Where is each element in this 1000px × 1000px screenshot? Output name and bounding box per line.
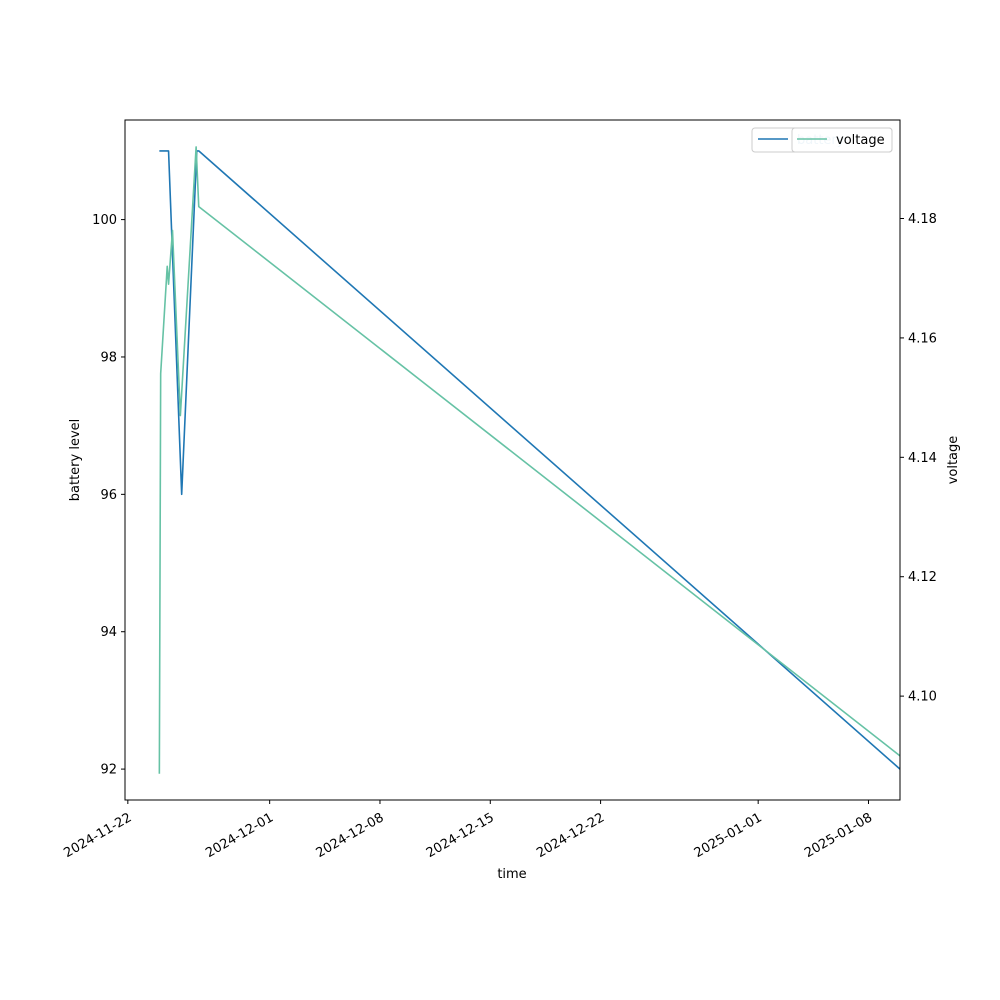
series-line-battery — [159, 150, 901, 770]
y-left-tick-label: 100 — [92, 213, 117, 228]
y-right-tick-label: 4.12 — [908, 570, 937, 585]
y-right-tick-label: 4.14 — [908, 451, 937, 466]
y-right-axis-label: voltage — [946, 436, 961, 485]
y-left-tick-label: 98 — [100, 350, 117, 365]
y-left-axis: 92 94 96 98 100 — [92, 213, 125, 778]
y-right-tick-label: 4.10 — [908, 690, 937, 705]
plot-lines — [158, 146, 901, 774]
y-right-axis: 4.10 4.12 4.14 4.16 4.18 — [900, 212, 937, 705]
y-left-tick-label: 94 — [100, 625, 117, 640]
x-axis-label: time — [497, 867, 526, 882]
y-left-axis-label: battery level — [68, 419, 83, 502]
legend-voltage: voltage — [791, 127, 893, 153]
series-line-voltage — [158, 146, 901, 774]
y-right-tick-label: 4.16 — [908, 331, 937, 346]
legend-voltage-label: voltage — [836, 133, 885, 148]
y-right-tick-label: 4.18 — [908, 212, 937, 227]
y-left-tick-label: 96 — [100, 488, 117, 503]
y-left-tick-label: 92 — [100, 763, 117, 778]
plot-frame — [124, 119, 901, 801]
